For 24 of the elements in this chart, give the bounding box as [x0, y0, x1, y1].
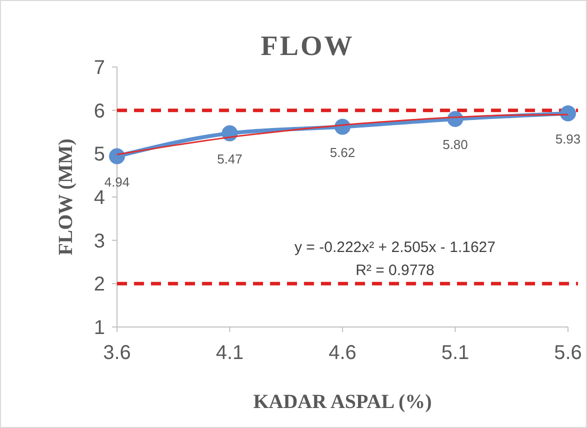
- y-tick-label: 4: [94, 187, 105, 209]
- data-label: 5.93: [555, 131, 581, 146]
- chart-title: FLOW: [260, 31, 354, 62]
- y-axis-title: FLOW (MM): [55, 138, 77, 256]
- x-tick-label: 4.6: [328, 342, 356, 364]
- data-label: 5.62: [330, 144, 356, 160]
- y-tick-label: 3: [94, 230, 105, 252]
- x-tick-label: 5.6: [554, 342, 582, 364]
- point: [560, 105, 576, 122]
- data-label: 5.80: [442, 137, 468, 152]
- y-tick-label: 6: [94, 100, 105, 122]
- point: [109, 148, 125, 164]
- x-tick-label: 3.6: [103, 342, 131, 364]
- y-tick-label: 7: [94, 57, 105, 79]
- annotation: y = -0.222x² + 2.505x - 1.1627: [294, 239, 496, 256]
- data-label: 5.47: [217, 151, 242, 166]
- y-tick-label: 1: [94, 317, 105, 339]
- y-tick-label: 2: [94, 274, 105, 296]
- x-tick-label: 5.1: [441, 342, 470, 364]
- y-tick-label: 5: [94, 144, 105, 166]
- data-label: 4.94: [104, 174, 130, 190]
- x-axis-title: KADAR ASPAL (%): [253, 391, 432, 413]
- x-tick-label: 4.1: [216, 342, 244, 364]
- annotation: R² = 0.9778: [356, 262, 434, 279]
